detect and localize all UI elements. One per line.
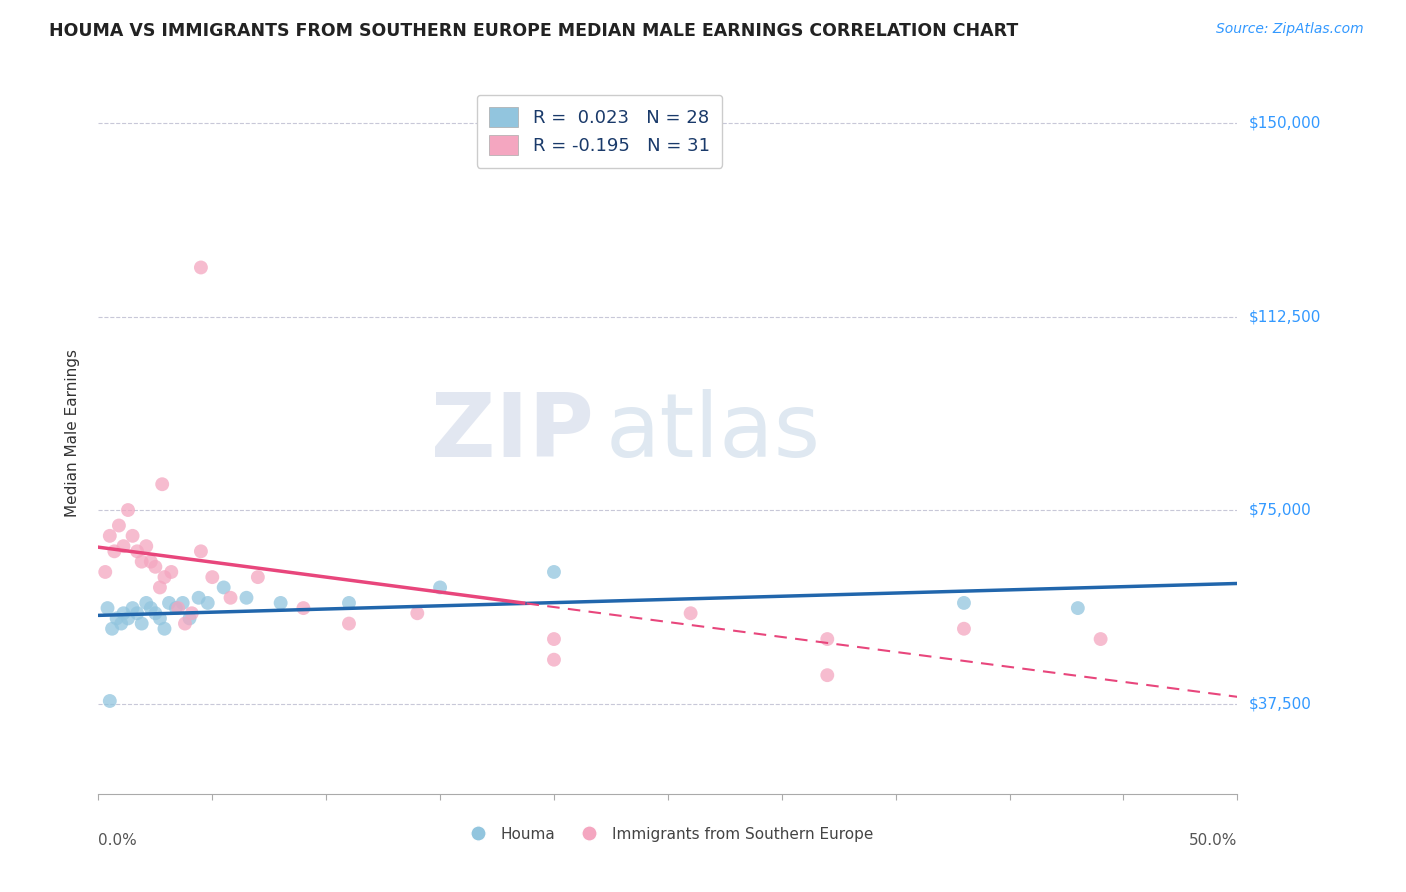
Text: 50.0%: 50.0% bbox=[1189, 833, 1237, 847]
Point bbox=[679, 607, 702, 621]
Point bbox=[1090, 632, 1112, 646]
Point bbox=[149, 611, 172, 625]
Point bbox=[149, 581, 172, 595]
Point bbox=[174, 616, 197, 631]
Point bbox=[153, 570, 176, 584]
Point bbox=[235, 591, 257, 605]
Text: $75,000: $75,000 bbox=[1249, 502, 1312, 517]
Point bbox=[127, 544, 149, 558]
Point bbox=[187, 591, 209, 605]
Text: HOUMA VS IMMIGRANTS FROM SOUTHERN EUROPE MEDIAN MALE EARNINGS CORRELATION CHART: HOUMA VS IMMIGRANTS FROM SOUTHERN EUROPE… bbox=[49, 22, 1018, 40]
Point bbox=[145, 559, 167, 574]
Point bbox=[246, 570, 269, 584]
Point bbox=[150, 477, 173, 491]
Text: $150,000: $150,000 bbox=[1249, 115, 1320, 130]
Point bbox=[139, 601, 162, 615]
Point bbox=[270, 596, 292, 610]
Point bbox=[131, 555, 153, 569]
Point bbox=[139, 555, 162, 569]
Point bbox=[96, 601, 118, 615]
Point bbox=[108, 518, 131, 533]
Point bbox=[101, 622, 124, 636]
Point bbox=[406, 607, 429, 621]
Point bbox=[292, 601, 315, 615]
Point bbox=[112, 539, 135, 553]
Point bbox=[165, 601, 187, 615]
Text: 0.0%: 0.0% bbox=[98, 833, 138, 847]
Text: $37,500: $37,500 bbox=[1249, 696, 1312, 711]
Point bbox=[103, 544, 125, 558]
Point bbox=[112, 607, 135, 621]
Point bbox=[117, 611, 139, 625]
Point bbox=[190, 260, 212, 275]
Point bbox=[121, 529, 143, 543]
Text: $112,500: $112,500 bbox=[1249, 309, 1320, 324]
Point bbox=[212, 581, 235, 595]
Point bbox=[543, 565, 565, 579]
Point bbox=[153, 622, 176, 636]
Point bbox=[953, 596, 976, 610]
Point bbox=[172, 596, 194, 610]
Text: atlas: atlas bbox=[605, 389, 820, 476]
Point bbox=[160, 565, 183, 579]
Text: ZIP: ZIP bbox=[432, 389, 593, 476]
Point bbox=[815, 668, 838, 682]
Point bbox=[145, 607, 167, 621]
Y-axis label: Median Male Earnings: Median Male Earnings bbox=[65, 349, 80, 516]
Point bbox=[337, 596, 360, 610]
Point bbox=[180, 607, 202, 621]
Text: Source: ZipAtlas.com: Source: ZipAtlas.com bbox=[1216, 22, 1364, 37]
Point bbox=[429, 581, 451, 595]
Point bbox=[953, 622, 976, 636]
Point bbox=[121, 601, 143, 615]
Point bbox=[157, 596, 180, 610]
Point bbox=[131, 616, 153, 631]
Point bbox=[110, 616, 132, 631]
Point bbox=[127, 607, 149, 621]
Point bbox=[190, 544, 212, 558]
Point bbox=[543, 632, 565, 646]
Legend: Houma, Immigrants from Southern Europe: Houma, Immigrants from Southern Europe bbox=[457, 821, 879, 847]
Point bbox=[167, 601, 190, 615]
Point bbox=[94, 565, 117, 579]
Point bbox=[219, 591, 242, 605]
Point bbox=[179, 611, 201, 625]
Point bbox=[135, 596, 157, 610]
Point bbox=[135, 539, 157, 553]
Point bbox=[201, 570, 224, 584]
Point bbox=[1067, 601, 1090, 615]
Point bbox=[98, 694, 121, 708]
Point bbox=[337, 616, 360, 631]
Point bbox=[815, 632, 838, 646]
Point bbox=[543, 653, 565, 667]
Point bbox=[117, 503, 139, 517]
Point bbox=[105, 611, 128, 625]
Point bbox=[197, 596, 219, 610]
Point bbox=[98, 529, 121, 543]
